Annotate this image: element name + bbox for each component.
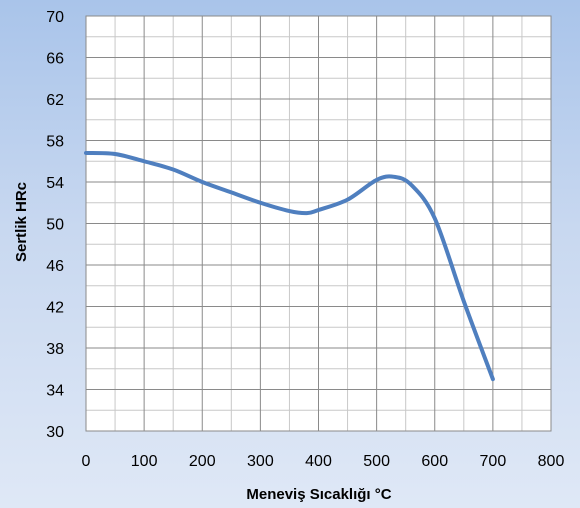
y-tick-label: 46 [46, 258, 64, 275]
y-tick-label: 54 [46, 175, 64, 192]
y-axis-title: Sertlik HRc [13, 182, 30, 262]
x-tick-label: 0 [82, 453, 91, 470]
y-tick-label: 66 [46, 51, 64, 68]
y-tick-label: 58 [46, 134, 64, 151]
plot-border [85, 15, 552, 432]
x-tick-label: 500 [363, 453, 390, 470]
y-tick-label: 70 [46, 9, 64, 26]
x-tick-label: 800 [538, 453, 565, 470]
x-axis-title: Meneviş Sıcaklığı °C [246, 486, 391, 503]
y-tick-label: 34 [46, 383, 64, 400]
x-tick-label: 300 [247, 453, 274, 470]
x-tick-label: 600 [421, 453, 448, 470]
y-tick-labels: 30 34 38 42 46 50 54 58 62 66 70 [46, 9, 64, 441]
x-tick-labels: 0 100 200 300 400 500 600 700 800 [82, 453, 565, 470]
x-tick-label: 700 [480, 453, 507, 470]
y-tick-label: 38 [46, 341, 64, 358]
y-tick-label: 62 [46, 92, 64, 109]
series-group [84, 150, 495, 382]
x-tick-label: 100 [131, 453, 158, 470]
x-tick-label: 400 [305, 453, 332, 470]
y-tick-label: 50 [46, 217, 64, 234]
y-tick-label: 42 [46, 300, 64, 317]
x-tick-label: 200 [189, 453, 216, 470]
y-tick-label: 30 [46, 424, 64, 441]
series-line [84, 150, 495, 382]
